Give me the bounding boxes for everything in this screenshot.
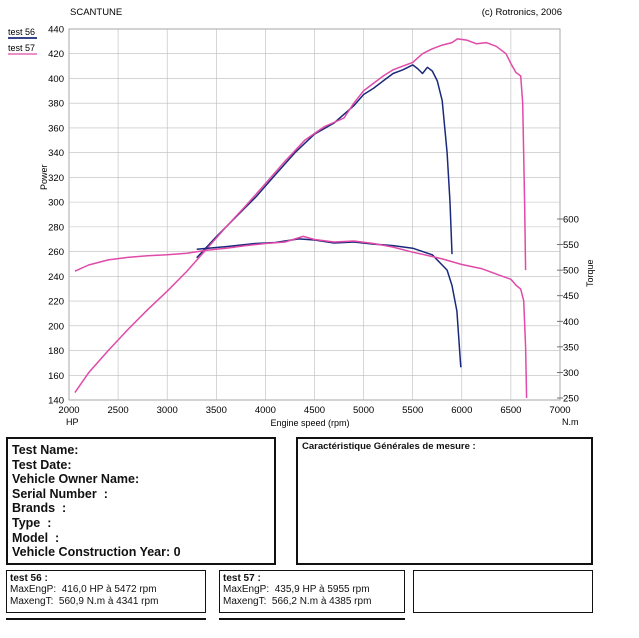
dyno-chart: 140 160 180 200 220 240 260 280 300 320 340 360 380 4… bbox=[8, 7, 595, 428]
y-tick-right-label: 500 bbox=[563, 266, 579, 277]
max-torque-test-57: MaxengT: 566,2 N.m à 4385 rpm bbox=[223, 596, 372, 607]
copyright: (c) Rotronics, 2006 bbox=[482, 7, 562, 18]
series-line-test-57-torque bbox=[74, 235, 528, 399]
result-title-test-56: test 56 : bbox=[10, 573, 48, 584]
max-torque-test-56: MaxengT: 560,9 N.m à 4341 rpm bbox=[10, 596, 159, 607]
series-line-test-56-power bbox=[196, 64, 453, 259]
y-tick-left-label: 360 bbox=[48, 123, 64, 134]
type-label: Type : bbox=[12, 515, 52, 530]
y-tick-right-label: 300 bbox=[563, 368, 579, 379]
result-underline-1 bbox=[6, 618, 206, 620]
y-tick-left-label: 320 bbox=[48, 173, 64, 184]
empty-result-box bbox=[413, 570, 593, 613]
right-unit-label: N.m bbox=[562, 417, 579, 427]
y-tick-right-label: 550 bbox=[563, 240, 579, 251]
result-underline-2 bbox=[219, 618, 405, 620]
y-tick-left-label: 380 bbox=[48, 99, 64, 110]
result-box-test-57: test 57 : MaxEngP: 435,9 HP à 5955 rpm M… bbox=[219, 570, 405, 613]
x-tick-label: 4500 bbox=[304, 405, 325, 416]
x-tick-label: 5500 bbox=[402, 405, 423, 416]
characteristics-box: Caractéristique Générales de mesure : bbox=[296, 437, 593, 565]
y-tick-left-label: 440 bbox=[48, 25, 64, 36]
y-tick-left-label: 200 bbox=[48, 321, 64, 332]
y-tick-left-label: 400 bbox=[48, 74, 64, 85]
y-tick-right-label: 350 bbox=[563, 342, 579, 353]
y-tick-left-label: 280 bbox=[48, 222, 64, 233]
left-unit-label: HP bbox=[66, 417, 79, 427]
x-tick-label: 3000 bbox=[157, 405, 178, 416]
y-tick-left-label: 420 bbox=[48, 49, 64, 60]
x-tick-label: 6500 bbox=[500, 405, 521, 416]
characteristics-title: Caractéristique Générales de mesure : bbox=[302, 441, 476, 452]
brands-label: Brands : bbox=[12, 501, 67, 516]
y-tick-left-label: 240 bbox=[48, 272, 64, 283]
x-tick-label: 4000 bbox=[255, 405, 276, 416]
chart-ticks: 140 160 180 200 220 240 260 280 300 320 340 360 380 4… bbox=[48, 25, 579, 417]
chart-grid bbox=[68, 28, 561, 401]
app-name: SCANTUNE bbox=[70, 7, 122, 18]
series-line-test-56-torque bbox=[196, 238, 462, 368]
chart-series bbox=[74, 38, 528, 399]
x-tick-label: 7000 bbox=[549, 405, 570, 416]
test-date-label: Test Date: bbox=[12, 457, 72, 472]
series-line-test-57-power bbox=[74, 38, 527, 394]
y-tick-right-label: 450 bbox=[563, 291, 579, 302]
x-tick-label: 6000 bbox=[451, 405, 472, 416]
serial-number-label: Serial Number : bbox=[12, 486, 108, 501]
result-box-test-56: test 56 : MaxEngP: 416,0 HP à 5472 rpm M… bbox=[6, 570, 206, 613]
y-axis-label-right: Torque bbox=[585, 259, 595, 287]
y-axis-label-left: Power bbox=[39, 164, 49, 190]
x-tick-label: 3500 bbox=[206, 405, 227, 416]
y-tick-left-label: 220 bbox=[48, 297, 64, 308]
y-tick-left-label: 160 bbox=[48, 371, 64, 382]
legend-test-56: test 56 bbox=[8, 27, 35, 37]
legend-test-57: test 57 bbox=[8, 43, 35, 53]
y-tick-left-label: 260 bbox=[48, 247, 64, 258]
result-title-test-57: test 57 : bbox=[223, 573, 261, 584]
x-tick-label: 5000 bbox=[353, 405, 374, 416]
y-tick-left-label: 300 bbox=[48, 198, 64, 209]
owner-name-label: Vehicle Owner Name: bbox=[12, 472, 140, 487]
y-tick-right-label: 250 bbox=[563, 394, 579, 405]
construction-year-label: Vehicle Construction Year: 0 bbox=[12, 545, 181, 560]
max-power-test-57: MaxEngP: 435,9 HP à 5955 rpm bbox=[223, 584, 370, 595]
y-tick-right-label: 600 bbox=[563, 215, 579, 226]
y-tick-left-label: 180 bbox=[48, 346, 64, 357]
x-axis-label: Engine speed (rpm) bbox=[270, 418, 349, 428]
x-tick-label: 2000 bbox=[58, 405, 79, 416]
vehicle-info-box: Test Name: Test Date: Vehicle Owner Name… bbox=[6, 437, 276, 565]
x-tick-label: 2500 bbox=[108, 405, 129, 416]
y-tick-right-label: 400 bbox=[563, 317, 579, 328]
y-tick-left-label: 340 bbox=[48, 148, 64, 159]
y-tick-left-label: 140 bbox=[48, 396, 64, 407]
test-name-label: Test Name: bbox=[12, 443, 79, 457]
max-power-test-56: MaxEngP: 416,0 HP à 5472 rpm bbox=[10, 584, 157, 595]
model-label: Model : bbox=[12, 530, 60, 545]
